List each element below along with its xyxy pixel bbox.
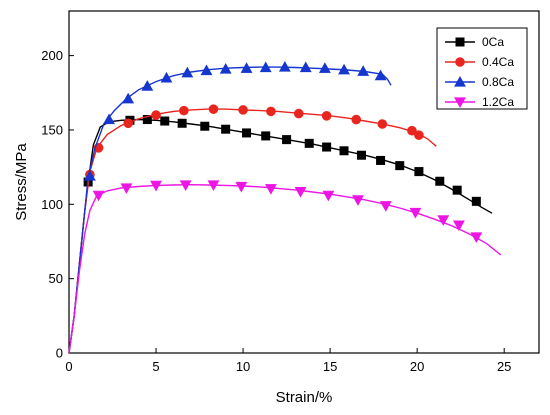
legend-label-0.8Ca: 0.8Ca [482, 75, 514, 89]
series-1.2Ca-point [235, 181, 248, 193]
series-0Ca-point [452, 185, 462, 195]
x-tick-label: 15 [323, 359, 337, 374]
series-0.8Ca-point [181, 66, 194, 78]
y-tick-label: 100 [41, 197, 63, 212]
x-tick-label: 0 [65, 359, 72, 374]
series-1.2Ca-point [179, 180, 192, 191]
series-0.8Ca-group [68, 61, 392, 354]
series-1.2Ca-point [409, 207, 422, 219]
y-tick-label: 50 [49, 271, 63, 286]
series-0.4Ca-point [151, 110, 161, 120]
x-tick-label: 25 [497, 359, 511, 374]
series-1.2Ca-point [379, 201, 392, 212]
series-1.2Ca-point [470, 232, 483, 244]
legend-marker-0.8Ca [454, 75, 466, 87]
series-0Ca-point [322, 142, 332, 152]
y-tick-label: 200 [41, 48, 63, 63]
y-tick-label: 150 [41, 122, 63, 137]
legend-label-0.4Ca: 0.4Ca [482, 55, 514, 69]
series-0Ca-point [414, 167, 424, 177]
series-0.8Ca-point [259, 61, 272, 73]
series-1.2Ca-point [437, 215, 450, 226]
legend-label-0Ca: 0Ca [482, 35, 504, 49]
series-0Ca-point [242, 128, 252, 138]
series-0.4Ca-group [68, 104, 437, 354]
series-0.4Ca-point [123, 118, 133, 129]
x-tick-label: 20 [410, 359, 424, 374]
plot-frame [68, 10, 540, 354]
series-0.8Ca-point [240, 62, 253, 73]
series-0.8Ca-point [141, 80, 154, 91]
series-1.2Ca-point [92, 190, 105, 202]
series-0.4Ca-line [68, 108, 437, 354]
legend-marker-0Ca [455, 37, 465, 47]
legend: 0Ca 0.4Ca 0.8Ca 1.2Ca [436, 27, 528, 110]
series-0.4Ca-point [293, 108, 304, 119]
y-tick-label: 0 [56, 346, 63, 361]
series-1.2Ca-group [68, 180, 502, 354]
series-1.2Ca-point [207, 180, 220, 191]
legend-marker-1.2Ca [454, 97, 466, 109]
series-0.8Ca-point [122, 92, 135, 104]
series-0.4Ca-point [321, 111, 332, 121]
series-0.4Ca-point [414, 130, 424, 140]
series-0Ca-point [261, 131, 271, 141]
series-0Ca-point [356, 150, 366, 160]
series-1.2Ca-point [120, 183, 133, 194]
series-0.8Ca-point [299, 61, 312, 73]
series-1.2Ca-point [352, 195, 364, 206]
legend-label-1.2Ca: 1.2Ca [482, 95, 514, 109]
series-0Ca-point [376, 155, 386, 165]
series-0Ca-point [304, 138, 314, 148]
series-0Ca-point [177, 118, 187, 128]
series-0.4Ca-point [266, 106, 276, 117]
series-0.4Ca-point [377, 119, 388, 129]
series-0Ca-point [395, 161, 405, 171]
series-0Ca-point [471, 196, 481, 206]
series-0.8Ca-point [83, 170, 96, 181]
series-1.2Ca-line [68, 183, 502, 354]
x-tick-label: 10 [236, 359, 250, 374]
series-0Ca-point [160, 116, 170, 126]
series-0.8Ca-point [374, 69, 387, 81]
series-1.2Ca-point [265, 184, 277, 195]
series-0Ca-point [142, 115, 152, 125]
series-0.8Ca-point [278, 61, 291, 72]
series-layer [68, 61, 502, 354]
x-axis-ticks: 0 5 10 15 20 25 [65, 348, 511, 374]
series-0.8Ca-point [338, 63, 350, 75]
series-0.8Ca-point [219, 62, 232, 74]
series-0.4Ca-point [208, 104, 219, 114]
series-0.8Ca-point [160, 71, 173, 83]
series-1.2Ca-point [150, 180, 162, 192]
series-0.4Ca-point [179, 105, 189, 116]
series-0.8Ca-point [200, 64, 213, 76]
y-axis-title: Stress/MPa [13, 143, 30, 221]
series-1.2Ca-point [294, 187, 307, 198]
series-0Ca-group [68, 115, 493, 354]
series-0Ca-point [435, 176, 445, 186]
series-0.4Ca-point [238, 105, 248, 115]
series-0Ca-point [339, 146, 349, 156]
series-0.8Ca-point [357, 65, 370, 76]
series-0Ca-point [200, 121, 210, 131]
series-0Ca-line [68, 118, 493, 354]
legend-marker-0.4Ca [455, 57, 465, 67]
series-0Ca-point [221, 124, 231, 134]
y-axis-ticks: 0 50 100 150 200 [41, 48, 74, 361]
x-tick-label: 5 [152, 359, 159, 374]
series-0.8Ca-point [318, 62, 331, 73]
series-0Ca-point [282, 135, 292, 145]
series-1.2Ca-point [453, 220, 465, 232]
series-1.2Ca-point [322, 190, 335, 202]
series-0.8Ca-point [103, 113, 115, 125]
series-0.4Ca-point [351, 114, 362, 125]
x-axis-title: Strain/% [276, 389, 333, 406]
series-0.4Ca-point [407, 125, 417, 136]
